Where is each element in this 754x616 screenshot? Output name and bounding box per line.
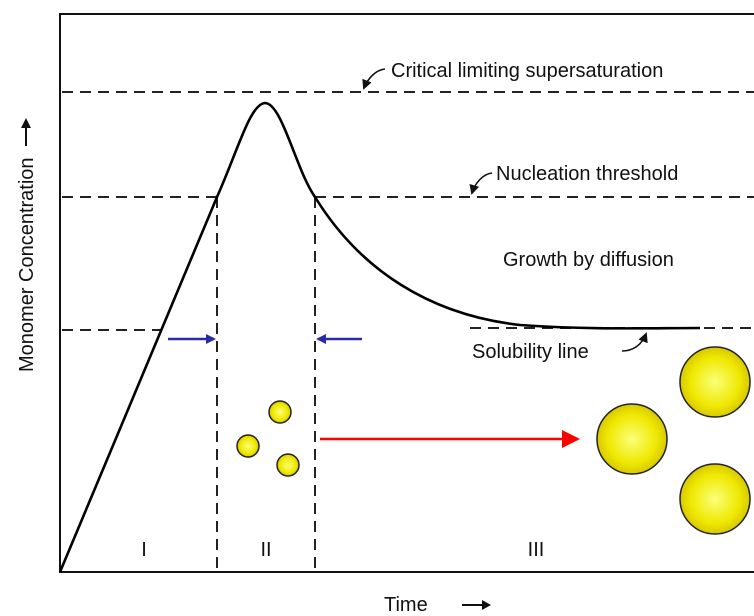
nucleus-particle — [236, 434, 260, 458]
x-axis-label: Time — [384, 594, 428, 616]
nucleus-particle — [268, 400, 292, 424]
grown-particle — [596, 403, 668, 475]
solubility-pointer-arrow — [621, 332, 648, 352]
grown-particle — [679, 463, 751, 535]
solubility-line-label: Solubility line — [472, 341, 589, 363]
critical-pointer-arrow — [362, 68, 386, 90]
growth-by-diffusion-label: Growth by diffusion — [503, 249, 674, 271]
critical-limiting-supersaturation-label: Critical limiting supersaturation — [391, 60, 663, 82]
up-arrow-icon — [21, 118, 31, 146]
stage-2-label: II — [260, 539, 271, 561]
nucleus-particle — [276, 453, 300, 477]
concentration-curve — [58, 101, 701, 573]
stage-3-label: III — [528, 539, 545, 561]
grown-particle — [679, 346, 751, 418]
nucleation-threshold-label: Nucleation threshold — [496, 163, 678, 185]
right-arrow-icon — [462, 600, 491, 610]
y-axis-label: Monomer Concentration — [16, 157, 38, 372]
plot-frame — [59, 13, 754, 573]
stage-1-label: I — [141, 539, 147, 561]
nucleation-pointer-arrow — [469, 172, 493, 195]
